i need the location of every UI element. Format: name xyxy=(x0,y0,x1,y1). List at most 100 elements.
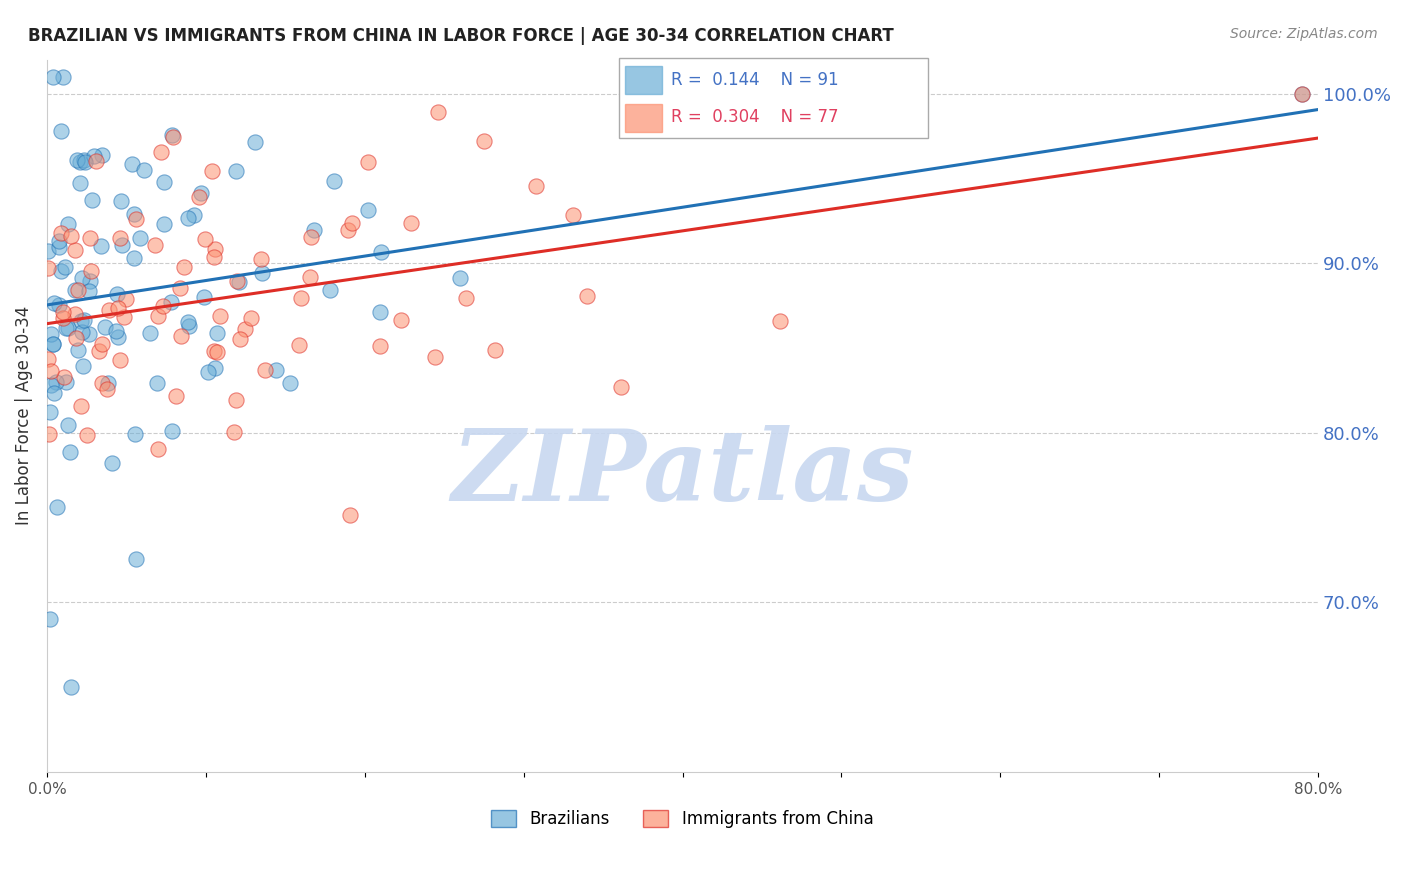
Immigrants from China xyxy=(524,178,547,193)
Brazilians xyxy=(72,359,94,373)
Brazilians xyxy=(41,337,63,351)
Immigrants from China xyxy=(115,292,138,306)
Immigrants from China xyxy=(51,311,73,326)
Immigrants from China xyxy=(287,337,309,351)
Brazilians xyxy=(39,612,62,626)
Immigrants from China xyxy=(49,226,72,240)
Brazilians xyxy=(65,283,87,297)
Brazilians xyxy=(139,326,162,340)
Brazilians xyxy=(48,298,70,312)
Immigrants from China xyxy=(225,392,247,407)
Brazilians xyxy=(122,207,145,221)
Immigrants from China xyxy=(208,309,231,323)
Brazilians xyxy=(370,244,392,259)
Brazilians xyxy=(59,680,82,694)
Brazilians xyxy=(1291,87,1313,101)
Immigrants from China xyxy=(562,207,585,221)
Brazilians xyxy=(52,70,75,84)
Brazilians xyxy=(44,386,66,401)
Text: R =  0.304    N = 77: R = 0.304 N = 77 xyxy=(671,109,839,127)
Brazilians xyxy=(132,163,155,178)
Immigrants from China xyxy=(454,291,477,305)
Brazilians xyxy=(121,156,143,170)
Immigrants from China xyxy=(96,382,118,396)
Brazilians xyxy=(91,148,114,162)
Brazilians xyxy=(45,500,67,515)
Brazilians xyxy=(42,336,65,351)
Brazilians xyxy=(73,153,96,167)
Immigrants from China xyxy=(290,291,312,305)
Brazilians xyxy=(51,124,73,138)
Text: ZIPatlas: ZIPatlas xyxy=(451,425,914,521)
Brazilians xyxy=(73,313,96,327)
Brazilians xyxy=(39,378,62,392)
Immigrants from China xyxy=(91,376,114,390)
FancyBboxPatch shape xyxy=(619,58,928,138)
Immigrants from China xyxy=(425,350,447,364)
Brazilians xyxy=(45,375,67,389)
Brazilians xyxy=(83,149,105,163)
Brazilians xyxy=(322,174,344,188)
Brazilians xyxy=(51,264,73,278)
Immigrants from China xyxy=(110,231,132,245)
Brazilians xyxy=(56,217,79,231)
Brazilians xyxy=(105,286,128,301)
Bar xyxy=(624,103,662,132)
Immigrants from China xyxy=(89,343,111,358)
Brazilians xyxy=(110,194,132,208)
Brazilians xyxy=(59,445,82,459)
Immigrants from China xyxy=(37,351,59,366)
Brazilians xyxy=(75,154,97,169)
Immigrants from China xyxy=(91,336,114,351)
Text: Source: ZipAtlas.com: Source: ZipAtlas.com xyxy=(1230,27,1378,41)
Immigrants from China xyxy=(370,339,392,353)
Brazilians xyxy=(122,251,145,265)
Immigrants from China xyxy=(187,190,209,204)
Brazilians xyxy=(160,424,183,438)
Immigrants from China xyxy=(146,442,169,457)
Brazilians xyxy=(197,365,219,379)
Brazilians xyxy=(70,314,93,328)
Brazilians xyxy=(41,326,63,341)
Immigrants from China xyxy=(610,380,633,394)
Brazilians xyxy=(48,234,70,248)
Immigrants from China xyxy=(356,154,378,169)
Immigrants from China xyxy=(149,145,172,159)
Brazilians xyxy=(90,239,112,253)
Immigrants from China xyxy=(202,250,225,264)
Brazilians xyxy=(56,320,79,334)
Brazilians xyxy=(53,260,76,275)
Immigrants from China xyxy=(225,275,247,289)
Immigrants from China xyxy=(63,307,86,321)
Brazilians xyxy=(80,193,103,207)
Brazilians xyxy=(179,318,201,333)
Brazilians xyxy=(153,175,176,189)
Brazilians xyxy=(160,295,183,310)
Brazilians xyxy=(129,230,152,244)
Brazilians xyxy=(69,154,91,169)
Brazilians xyxy=(177,211,200,225)
Immigrants from China xyxy=(169,281,191,295)
Immigrants from China xyxy=(228,332,250,346)
Immigrants from China xyxy=(39,363,62,377)
Brazilians xyxy=(124,427,146,442)
Immigrants from China xyxy=(165,388,187,402)
Brazilians xyxy=(94,320,117,334)
Immigrants from China xyxy=(201,164,224,178)
Brazilians xyxy=(111,238,134,252)
Brazilians xyxy=(77,327,100,342)
Immigrants from China xyxy=(399,216,422,230)
Brazilians xyxy=(243,135,266,149)
Immigrants from China xyxy=(204,242,226,256)
Brazilians xyxy=(228,275,250,289)
Brazilians xyxy=(304,222,326,236)
Brazilians xyxy=(176,315,198,329)
Brazilians xyxy=(66,153,89,167)
Immigrants from China xyxy=(233,322,256,336)
Immigrants from China xyxy=(143,238,166,252)
Immigrants from China xyxy=(146,309,169,323)
Brazilians xyxy=(69,176,91,190)
Immigrants from China xyxy=(768,314,790,328)
Immigrants from China xyxy=(162,129,184,144)
Immigrants from China xyxy=(170,329,193,343)
